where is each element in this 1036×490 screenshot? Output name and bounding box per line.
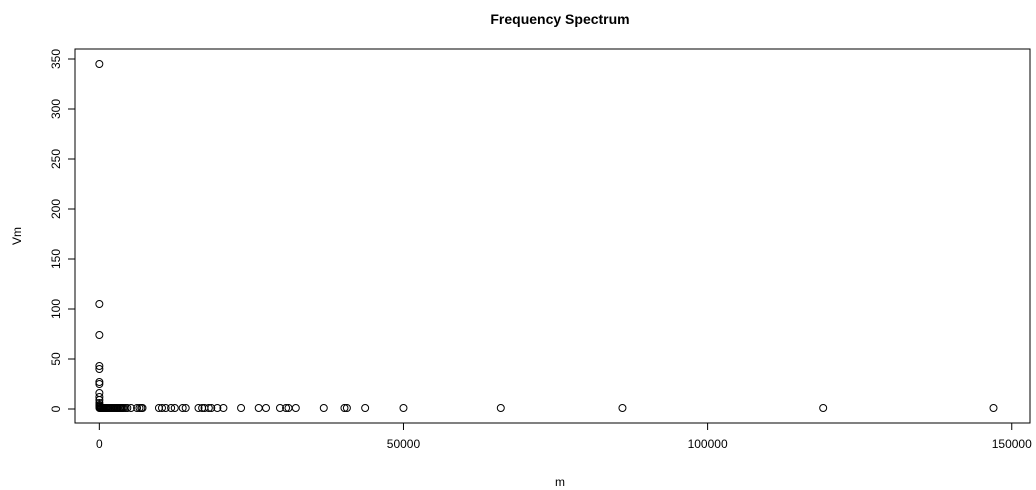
data-point xyxy=(361,404,370,412)
data-point xyxy=(95,362,104,370)
data-point xyxy=(95,378,104,386)
data-point xyxy=(340,404,349,412)
y-tick-label: 150 xyxy=(49,249,63,269)
data-point xyxy=(161,404,170,412)
x-axis-title: m xyxy=(555,475,565,489)
data-point xyxy=(167,404,176,412)
x-tick-label: 50000 xyxy=(387,437,421,451)
y-tick-label: 50 xyxy=(49,352,63,366)
data-point xyxy=(157,404,166,412)
y-tick-label: 250 xyxy=(49,149,63,169)
y-tick-label: 200 xyxy=(49,199,63,219)
data-point xyxy=(282,404,291,412)
data-point xyxy=(95,393,104,401)
data-point xyxy=(618,404,627,412)
data-point xyxy=(95,389,104,397)
data-point xyxy=(275,404,284,412)
data-point xyxy=(291,404,300,412)
data-point xyxy=(204,404,213,412)
data-point xyxy=(126,404,135,412)
y-tick-label: 0 xyxy=(49,405,63,412)
y-tick-label: 100 xyxy=(49,299,63,319)
data-point xyxy=(194,404,203,412)
data-point xyxy=(133,404,142,412)
data-point xyxy=(399,404,408,412)
data-point xyxy=(989,404,998,412)
data-point xyxy=(219,404,228,412)
data-point xyxy=(95,331,104,339)
data-point xyxy=(178,404,187,412)
y-axis-title: Vm xyxy=(10,227,24,245)
x-tick-label: 100000 xyxy=(688,437,728,451)
data-point xyxy=(342,404,351,412)
data-point xyxy=(95,60,104,68)
data-point xyxy=(95,380,104,388)
data-point xyxy=(138,404,147,412)
data-point xyxy=(170,404,179,412)
data-point xyxy=(819,404,828,412)
data-points xyxy=(95,60,998,412)
y-tick-label: 350 xyxy=(49,49,63,69)
data-point xyxy=(181,404,190,412)
x-tick-label: 0 xyxy=(96,437,103,451)
y-axis: 0 50 100 150 200 250 300 350 xyxy=(49,49,75,412)
x-tick-label: 150000 xyxy=(992,437,1032,451)
data-point xyxy=(95,300,104,308)
data-point xyxy=(254,404,263,412)
y-tick-label: 300 xyxy=(49,99,63,119)
data-point xyxy=(237,404,246,412)
data-point xyxy=(213,404,222,412)
data-point xyxy=(262,404,270,412)
data-point xyxy=(207,404,216,412)
data-point xyxy=(496,404,505,412)
data-point xyxy=(319,404,328,412)
plot-frame xyxy=(74,48,1031,424)
data-point xyxy=(123,404,132,412)
data-point xyxy=(95,365,104,373)
chart-title: Frequency Spectrum xyxy=(490,11,629,27)
x-axis: 0 50000 100000 150000 xyxy=(96,423,1032,451)
